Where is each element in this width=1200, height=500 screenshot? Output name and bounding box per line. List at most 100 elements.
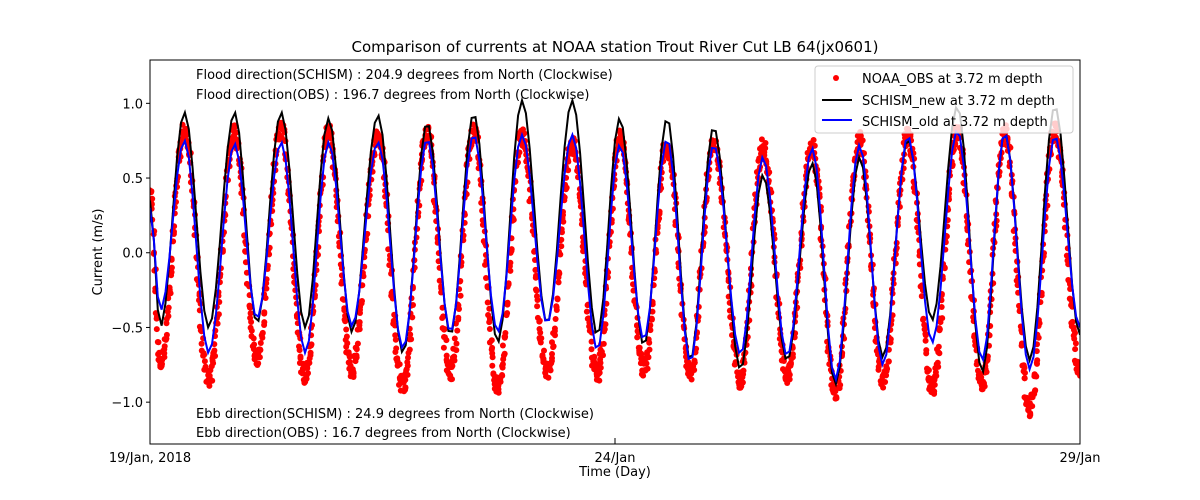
obs-point [505, 280, 512, 287]
obs-point [499, 372, 506, 379]
obs-point [534, 297, 541, 303]
obs-point [308, 341, 315, 348]
obs-point [168, 264, 175, 271]
obs-point [939, 315, 946, 322]
obs-point [1033, 348, 1040, 355]
obs-point [451, 335, 458, 342]
x-tick-label: 29/Jan [1060, 451, 1101, 466]
annotation-flood-schism: Flood direction(SCHISM) : 204.9 degrees … [196, 68, 613, 83]
x-tick-label: 24/Jan [595, 451, 636, 466]
obs-point [504, 310, 511, 317]
obs-point [443, 356, 450, 363]
obs-point [436, 277, 443, 284]
obs-point [161, 343, 168, 350]
obs-point [402, 376, 409, 383]
obs-point [353, 354, 360, 361]
x-axis-label: Time (Day) [578, 465, 651, 480]
obs-point [343, 333, 350, 340]
obs-point [789, 351, 796, 358]
obs-point [600, 340, 607, 347]
obs-point [507, 259, 514, 266]
obs-point [166, 284, 173, 291]
obs-point [533, 287, 540, 294]
obs-point [453, 340, 460, 347]
obs-point [534, 303, 541, 310]
obs-point [307, 349, 314, 356]
obs-point [883, 372, 890, 379]
chart-title: Comparison of currents at NOAA station T… [351, 38, 878, 56]
obs-point [636, 344, 643, 351]
legend: NOAA_OBS at 3.72 m depth SCHISM_new at 3… [814, 65, 1074, 134]
obs-point [585, 315, 592, 322]
obs-point [739, 374, 746, 381]
obs-point [486, 319, 493, 326]
obs-point [155, 351, 162, 358]
obs-point [645, 354, 652, 361]
obs-point [739, 379, 746, 386]
obs-point [165, 304, 172, 311]
obs-point [261, 309, 268, 316]
obs-point [257, 340, 264, 346]
obs-point [762, 145, 769, 152]
obs-point [154, 339, 161, 345]
obs-point [150, 189, 155, 196]
obs-point [341, 307, 348, 314]
obs-point [922, 330, 929, 337]
obs-point [983, 369, 990, 375]
obs-point [922, 337, 929, 344]
obs-point [259, 329, 266, 336]
obs-point [457, 292, 464, 299]
obs-point [405, 354, 411, 361]
obs-point [740, 367, 747, 374]
obs-point [507, 267, 514, 274]
obs-point [981, 383, 988, 390]
obs-point [565, 167, 572, 174]
obs-point [833, 395, 840, 402]
obs-point [483, 275, 489, 281]
obs-point [162, 336, 169, 343]
obs-point [449, 362, 456, 369]
obs-point [887, 336, 894, 343]
legend-label-old: SCHISM_old at 3.72 m depth [862, 115, 1048, 130]
obs-point [350, 369, 357, 376]
obs-point [261, 319, 268, 326]
obs-point [248, 327, 255, 334]
obs-point [935, 363, 942, 370]
obs-point [502, 330, 509, 336]
obs-point [344, 340, 351, 347]
annotation-ebb-obs: Ebb direction(OBS) : 16.7 degrees from N… [196, 426, 571, 441]
obs-point [646, 346, 653, 353]
obs-point [882, 379, 889, 385]
obs-point [407, 331, 414, 338]
obs-point [923, 350, 930, 357]
obs-point [501, 350, 508, 357]
obs-point [1032, 387, 1039, 394]
legend-marker-obs [833, 75, 839, 81]
obs-point [859, 137, 866, 144]
obs-point [1072, 346, 1079, 353]
obs-point [454, 327, 461, 334]
obs-point [550, 344, 557, 351]
obs-point [786, 376, 793, 383]
obs-point [1072, 329, 1078, 336]
obs-point [1027, 411, 1034, 418]
obs-point [297, 353, 304, 360]
obs-point [787, 359, 794, 366]
obs-point [453, 347, 460, 354]
obs-point [643, 360, 650, 367]
obs-point [489, 362, 496, 369]
obs-point [931, 388, 938, 395]
obs-point [1077, 372, 1080, 379]
obs-point [167, 290, 174, 297]
obs-point [552, 316, 559, 322]
plot-area [150, 96, 1080, 420]
obs-point [296, 347, 303, 354]
y-tick-label: 0.0 [122, 247, 143, 262]
obs-point [602, 321, 609, 328]
obs-point [596, 377, 603, 384]
annotation-flood-obs: Flood direction(OBS) : 196.7 degrees fro… [196, 88, 589, 103]
obs-point [857, 132, 864, 139]
obs-point [250, 335, 257, 342]
obs-point [495, 389, 502, 396]
